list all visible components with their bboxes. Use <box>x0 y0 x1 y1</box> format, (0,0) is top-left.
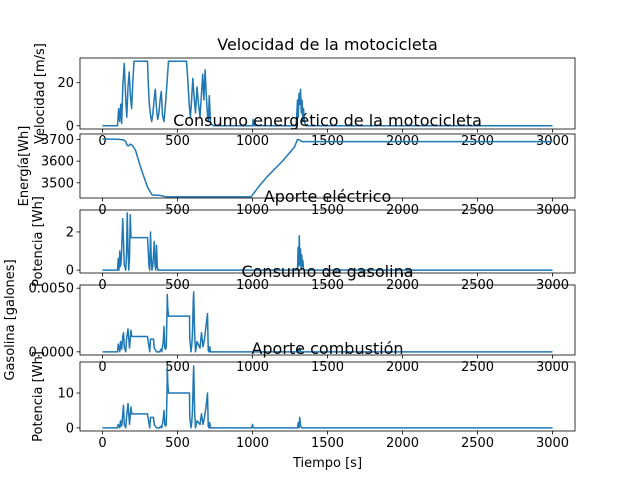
subplot-title-2: Consumo energético de la motocicleta <box>173 111 482 130</box>
x-tick-label: 2000 <box>386 436 419 451</box>
x-tick-label: 2000 <box>386 360 419 375</box>
subplot-3: 0 500 1000 1500 2000 2500 3000 0 2 Aporte eléctri… <box>31 187 576 293</box>
x-tick-label: 2000 <box>386 278 419 293</box>
x-tick-label: 500 <box>165 278 190 293</box>
series-line-5 <box>102 365 553 429</box>
y-tick-label: 0 <box>66 264 74 279</box>
x-tick-label: 500 <box>165 360 190 375</box>
y-axis-label-3: Potencia [Wh] <box>31 196 46 287</box>
x-tick-label: 500 <box>165 134 190 149</box>
x-tick-label: 1500 <box>311 360 344 375</box>
x-tick-label: 0 <box>98 203 106 218</box>
x-axis-label: Tiempo [s] <box>292 456 362 471</box>
y-tick-label: 3500 <box>41 176 74 191</box>
y-tick-label: 3700 <box>41 133 74 148</box>
x-tick-label: 1000 <box>236 278 269 293</box>
subplot-2: 0 500 1000 1500 2000 2500 3000 3500 3600 3700 Cons… <box>17 111 576 218</box>
y-axis-label-5: Potencia [Wh] <box>31 351 46 442</box>
y-axis-label-1: Velocidad [m/s] <box>33 43 48 144</box>
x-tick-label: 1000 <box>236 134 269 149</box>
x-tick-label: 2500 <box>461 203 494 218</box>
series-line-2 <box>102 138 553 198</box>
subplot-5: 0 500 1000 1500 2000 2500 3000 0 10 Aporte combus… <box>31 339 576 451</box>
x-tick-label: 0 <box>98 278 106 293</box>
x-tick-label: 2500 <box>461 436 494 451</box>
y-tick-label: 0.0000 <box>29 345 75 360</box>
series-line-1 <box>102 60 553 127</box>
x-tick-label: 1500 <box>311 203 344 218</box>
x-tick-label: 0 <box>98 134 106 149</box>
subplot-title-4: Consumo de gasolina <box>241 262 413 281</box>
y-tick-label: 2 <box>66 225 74 240</box>
x-tick-label: 2000 <box>386 203 419 218</box>
x-tick-label: 2500 <box>461 360 494 375</box>
y-tick-label: 10 <box>57 387 74 402</box>
series-line-3 <box>102 212 553 271</box>
subplot-title-3: Aporte eléctrico <box>264 187 391 206</box>
x-tick-label: 1000 <box>236 360 269 375</box>
series-line-4 <box>102 291 553 353</box>
subplot-title-1: Velocidad de la motocicleta <box>217 35 438 54</box>
y-tick-label: 0.0050 <box>29 282 75 297</box>
x-tick-label: 2500 <box>461 278 494 293</box>
x-tick-label: 3000 <box>536 278 569 293</box>
x-tick-label: 0 <box>98 360 106 375</box>
y-tick-label: 0 <box>66 421 74 436</box>
y-tick-label: 0 <box>66 119 74 134</box>
y-tick-label: 20 <box>57 76 74 91</box>
y-axis-label-2: Energía[Wh] <box>17 126 32 207</box>
x-tick-label: 3000 <box>536 203 569 218</box>
subplot-4: 0 500 1000 1500 2000 2500 3000 0.0000 0.0050 Cons… <box>3 259 576 381</box>
x-tick-label: 1500 <box>311 436 344 451</box>
x-tick-label: 500 <box>165 203 190 218</box>
x-tick-label: 500 <box>165 436 190 451</box>
x-tick-label: 0 <box>98 436 106 451</box>
x-tick-label: 1000 <box>236 203 269 218</box>
x-tick-label: 1500 <box>311 278 344 293</box>
x-tick-label: 1000 <box>236 436 269 451</box>
x-tick-label: 3000 <box>536 360 569 375</box>
subplot-title-5: Aporte combustión <box>251 339 403 358</box>
x-tick-label: 3000 <box>536 436 569 451</box>
y-axis-label-4: Gasolina [galones] <box>3 259 18 380</box>
y-tick-label: 3600 <box>41 155 74 170</box>
